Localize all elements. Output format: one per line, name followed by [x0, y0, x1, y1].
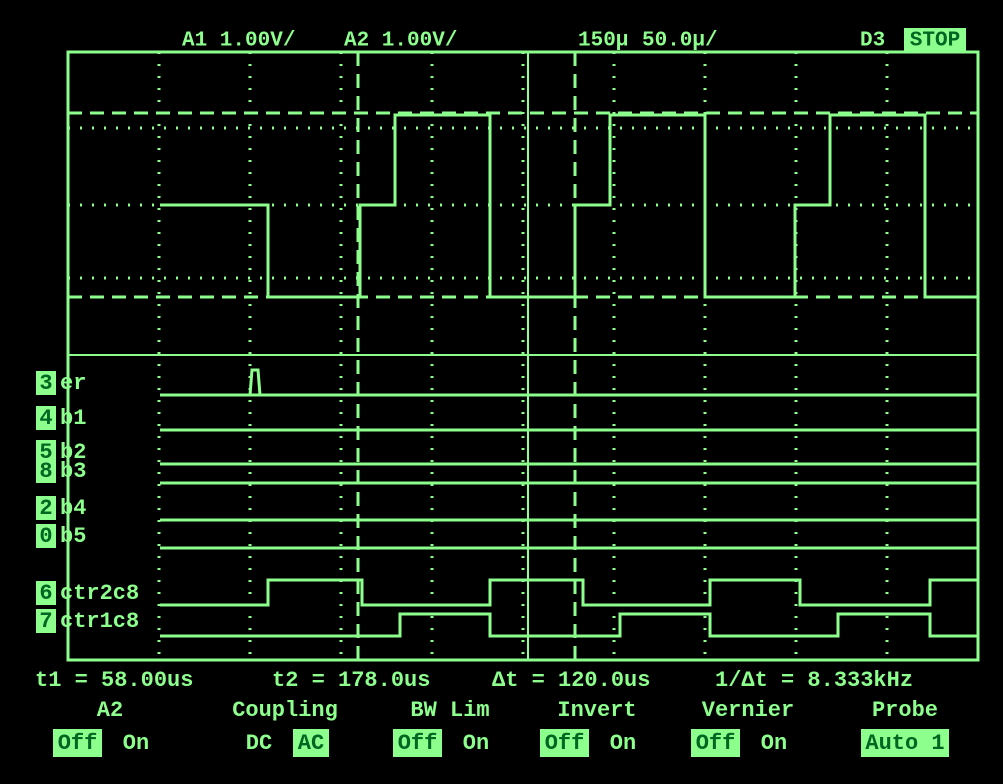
channel-number-box: [36, 440, 56, 464]
channel-name: er: [60, 371, 86, 396]
channel-number-box: [36, 496, 56, 520]
softkey-option-box: [861, 729, 949, 757]
channel-number-box: [36, 524, 56, 548]
run-status: STOP: [910, 30, 960, 53]
grid: [68, 52, 978, 660]
softkey-option[interactable]: Off: [398, 731, 438, 756]
softkey-title: Invert: [557, 698, 636, 723]
softkey-option[interactable]: Auto 1: [865, 731, 944, 756]
softkey-option[interactable]: Off: [545, 731, 585, 756]
digital-trace: [160, 612, 978, 638]
softkey-option[interactable]: On: [123, 731, 149, 756]
channel-number: 8: [39, 459, 52, 484]
softkey-option-box: [691, 729, 740, 757]
measurement: t2 = 178.0us: [272, 668, 430, 693]
channel-number: 2: [39, 496, 52, 521]
channel-name: ctr1c8: [60, 609, 139, 634]
channel-number-box: [36, 609, 56, 633]
softkey-option-box: [293, 729, 329, 757]
channel-name: b3: [60, 459, 86, 484]
channel-name: b1: [60, 406, 86, 431]
channel-number-box: [36, 406, 56, 430]
softkey-option-box: [53, 729, 102, 757]
channel-number: 5: [39, 440, 52, 465]
timebase: 50.0μ/: [642, 30, 718, 53]
labels: 3 er 4 b1 5 b2 8 b3 2 b4 0 b5 6 ctr2c8 7 ctr1c8 t1 = 58.…: [35, 371, 949, 757]
softkey-title: A2: [97, 698, 123, 723]
traces: [160, 113, 978, 638]
softkey-option-box: [540, 729, 589, 757]
channel-name: ctr2c8: [60, 581, 139, 606]
measurement: Δt = 120.0us: [492, 668, 650, 693]
channel-number-box: [36, 581, 56, 605]
status-box: [904, 28, 966, 52]
ch1-scale: A1 1.00V/: [182, 30, 295, 53]
analog-trace: [160, 113, 978, 299]
channel-number: 0: [39, 524, 52, 549]
softkey-option[interactable]: DC: [246, 731, 272, 756]
channel-name: b2: [60, 440, 86, 465]
softkey-option[interactable]: On: [610, 731, 636, 756]
channel-number: 6: [39, 581, 52, 606]
channel-number-box: [36, 371, 56, 395]
digital-trace: [160, 578, 978, 607]
measurement: 1/Δt = 8.333kHz: [715, 668, 913, 693]
softkey-option[interactable]: Off: [696, 731, 736, 756]
pulse: [248, 368, 262, 396]
measurement: t1 = 58.00us: [35, 668, 193, 693]
channel-name: b5: [60, 524, 86, 549]
softkey-title: Vernier: [702, 698, 794, 723]
softkey-title: Coupling: [232, 698, 338, 723]
softkey-option[interactable]: On: [463, 731, 489, 756]
softkey-option[interactable]: Off: [58, 731, 98, 756]
ch2-scale: A2 1.00V/: [344, 30, 457, 53]
softkey-title: BW Lim: [410, 698, 489, 723]
softkey-title: Probe: [872, 698, 938, 723]
softkey-option[interactable]: AC: [298, 731, 324, 756]
channel-number: 4: [39, 406, 52, 431]
channel-name: b4: [60, 496, 86, 521]
channel-number-box: [36, 459, 56, 483]
softkey-option-box: [393, 729, 442, 757]
channel-number: 7: [39, 609, 52, 634]
trigger-source: D3: [860, 30, 885, 53]
softkey-option[interactable]: On: [761, 731, 787, 756]
channel-number: 3: [39, 371, 52, 396]
delay: 150μ: [578, 30, 628, 53]
